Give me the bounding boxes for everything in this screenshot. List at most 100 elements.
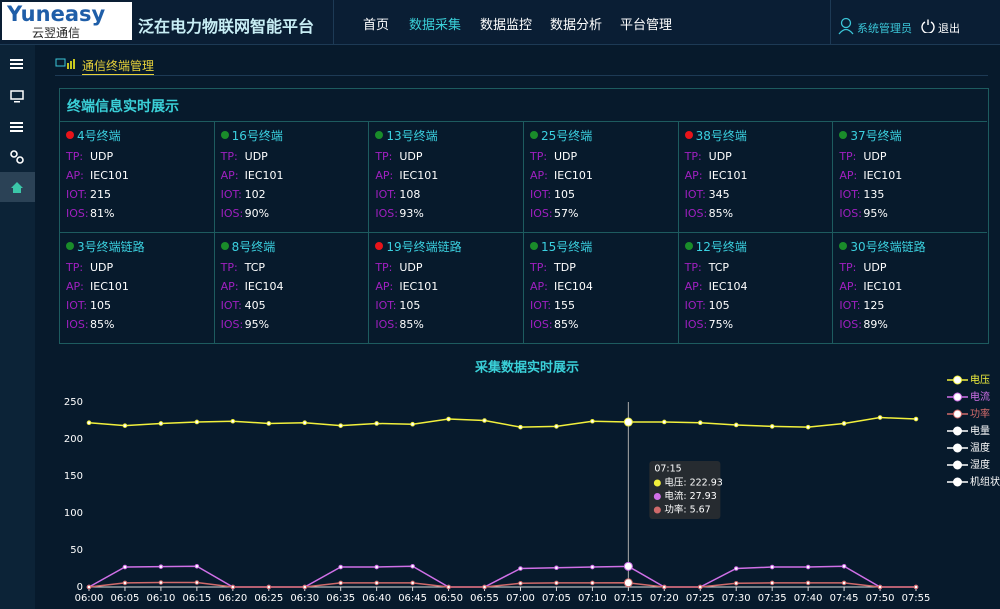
data-point <box>590 564 595 570</box>
field-value: UDP <box>90 150 114 163</box>
data-point <box>410 563 415 569</box>
field-value: TDP <box>554 261 576 274</box>
separator <box>830 0 831 44</box>
logout[interactable]: 退出 <box>938 22 960 35</box>
data-point <box>482 418 487 423</box>
field-key: IOT: <box>684 188 706 201</box>
field-value: IEC101 <box>399 280 439 293</box>
field-value: 135 <box>863 188 885 201</box>
nav-item[interactable]: 数据监控 <box>480 18 533 33</box>
x-tick-label: 06:50 <box>434 593 463 604</box>
data-point <box>302 584 308 590</box>
divider <box>55 75 988 76</box>
data-point <box>769 424 775 429</box>
field-value: IEC101 <box>863 169 903 182</box>
data-point <box>194 419 200 425</box>
field-key: AP: <box>684 169 703 182</box>
data-point <box>769 564 775 570</box>
field-key: TP: <box>839 150 857 163</box>
field-key: IOS: <box>839 318 862 331</box>
data-point <box>338 580 343 586</box>
field-value: 102 <box>244 188 266 201</box>
field-key: AP: <box>66 280 84 293</box>
status-dot <box>684 131 693 139</box>
field-value: 85% <box>399 318 424 331</box>
tooltip-title: 07:15 <box>654 464 681 475</box>
field-key: IOT: <box>375 299 397 312</box>
terminal-cell: 37号终端 TP: UDP AP: IEC101 IOT: 135 IOS: 95% <box>833 121 987 232</box>
app-title: 泛在电力物联网智能平台 <box>138 17 315 36</box>
x-tick-label: 07:45 <box>830 593 859 604</box>
x-tick-label: 06:40 <box>362 593 391 604</box>
terminal-cell: 38号终端 TP: UDP AP: IEC101 IOT: 345 IOS: 85% <box>678 121 834 232</box>
x-tick-label: 07:00 <box>506 593 535 604</box>
x-tick-label: 06:10 <box>146 593 175 604</box>
terminal-cell: 19号终端链路 TP: UDP AP: IEC101 IOT: 105 IOS: 85% <box>369 232 524 343</box>
field-value: 90% <box>244 207 270 220</box>
x-tick-label: 06:05 <box>111 593 140 604</box>
terminal-cell: 15号终端 TP: TDP AP: IEC104 IOT: 155 IOS: 85% <box>524 232 679 343</box>
data-point <box>877 584 883 590</box>
data-point <box>877 415 883 420</box>
field-key: TP: <box>375 150 393 163</box>
data-point <box>769 580 775 586</box>
data-point <box>662 584 667 590</box>
breadcrumb[interactable]: 通信终端管理 <box>82 59 155 75</box>
field-value: UDP <box>863 150 887 163</box>
field-key: TP: <box>66 261 84 274</box>
data-point <box>590 418 595 424</box>
field-key: TP: <box>375 261 393 274</box>
terminal-name: 3号终端链路 <box>77 240 145 254</box>
field-value: IEC101 <box>90 280 129 293</box>
nav-item[interactable]: 首页 <box>363 18 390 33</box>
field-key: IOS: <box>66 318 89 331</box>
legend-label: 温度 <box>970 441 990 454</box>
field-key: TP: <box>530 150 548 163</box>
field-value: IEC104 <box>244 280 284 293</box>
terminal-name: 15号终端 <box>541 240 593 254</box>
status-dot <box>220 131 229 139</box>
monitor-icon[interactable] <box>10 90 24 103</box>
field-key: AP: <box>375 169 394 182</box>
data-point <box>623 417 633 427</box>
field-key: IOT: <box>66 299 88 312</box>
list-icon[interactable] <box>10 122 23 132</box>
status-dot <box>530 242 538 250</box>
terminal-name: 8号终端 <box>231 240 276 254</box>
data-point <box>410 580 415 586</box>
legend-marker <box>953 443 962 453</box>
field-key: AP: <box>375 280 394 293</box>
data-point <box>554 565 559 571</box>
terminal-name: 12号终端 <box>695 240 747 254</box>
data-point <box>122 580 128 586</box>
data-point <box>805 424 811 430</box>
status-dot <box>375 131 384 139</box>
x-tick-label: 06:55 <box>470 593 499 604</box>
data-point <box>554 424 559 429</box>
data-point <box>338 423 343 428</box>
status-dot <box>375 242 384 250</box>
y-tick-label: 250 <box>64 397 83 408</box>
data-point <box>122 564 128 570</box>
data-point <box>518 424 523 430</box>
data-point <box>266 584 272 590</box>
user-name[interactable]: 系统管理员 <box>857 22 912 35</box>
menu-icon[interactable] <box>10 59 23 69</box>
breadcrumb-icon <box>55 58 75 69</box>
field-value: 89% <box>863 318 888 331</box>
data-point <box>662 419 667 425</box>
field-value: 95% <box>863 207 888 220</box>
data-point <box>913 584 919 590</box>
field-key: IOT: <box>220 188 242 201</box>
field-key: IOS: <box>220 318 244 331</box>
link-icon[interactable] <box>10 150 24 164</box>
nav-item[interactable]: 平台管理 <box>620 18 673 33</box>
nav-item[interactable]: 数据采集 <box>409 18 462 33</box>
nav-item[interactable]: 数据分析 <box>550 18 603 33</box>
field-key: AP: <box>220 280 239 293</box>
x-tick-label: 07:55 <box>902 593 931 604</box>
field-value: TCP <box>244 261 266 274</box>
sidebar <box>0 45 35 609</box>
terminal-cell: 30号终端链路 TP: UDP AP: IEC101 IOT: 125 IOS: 89% <box>833 232 987 343</box>
logo: Yuneasy 云翌通信 <box>2 2 132 40</box>
